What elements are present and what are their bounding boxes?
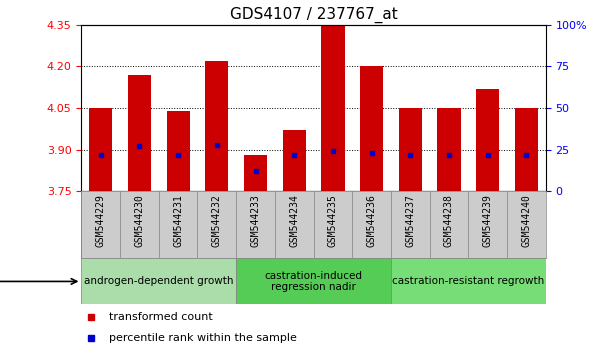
Bar [205, 61, 229, 191]
Text: castration-induced
regression nadir: castration-induced regression nadir [265, 270, 362, 292]
Bar [399, 108, 422, 191]
Bar [166, 111, 190, 191]
Text: percentile rank within the sample: percentile rank within the sample [109, 332, 297, 343]
Text: castration-resistant regrowth: castration-resistant regrowth [392, 276, 545, 286]
Bar [128, 75, 151, 191]
Bar [81, 258, 236, 304]
Text: GSM544234: GSM544234 [289, 195, 299, 247]
Text: GSM544231: GSM544231 [173, 195, 183, 247]
Bar [89, 108, 112, 191]
Bar [236, 258, 391, 304]
Bar [283, 130, 306, 191]
Bar [515, 108, 538, 191]
Text: GSM544236: GSM544236 [367, 195, 377, 247]
Bar [437, 108, 461, 191]
Text: GSM544240: GSM544240 [522, 195, 531, 247]
Title: GDS4107 / 237767_at: GDS4107 / 237767_at [230, 7, 397, 23]
Text: androgen-dependent growth: androgen-dependent growth [84, 276, 233, 286]
Text: GSM544238: GSM544238 [444, 195, 454, 247]
Text: transformed count: transformed count [109, 312, 213, 322]
Text: GSM544230: GSM544230 [134, 195, 145, 247]
Bar [244, 155, 267, 191]
Text: GSM544229: GSM544229 [96, 195, 106, 247]
Text: GSM544232: GSM544232 [212, 195, 222, 247]
Bar [360, 66, 384, 191]
Bar [321, 25, 344, 191]
Bar [391, 258, 546, 304]
Text: GSM544239: GSM544239 [482, 195, 493, 247]
Text: GSM544237: GSM544237 [405, 195, 415, 247]
Text: GSM544233: GSM544233 [250, 195, 260, 247]
Text: GSM544235: GSM544235 [328, 195, 338, 247]
Bar [476, 88, 499, 191]
